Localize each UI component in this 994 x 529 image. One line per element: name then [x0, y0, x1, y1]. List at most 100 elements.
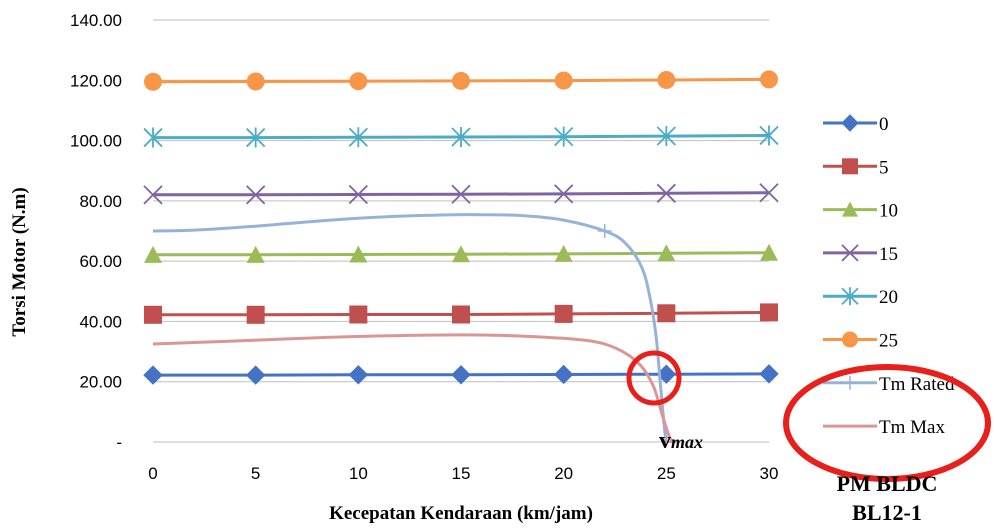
- data-point: [349, 305, 368, 324]
- y-tick-label: 120.00: [70, 71, 122, 90]
- x-tick-label: 20: [554, 464, 573, 483]
- data-point: [144, 305, 162, 324]
- data-point: [759, 183, 779, 203]
- data-point: [842, 331, 858, 348]
- legend-label: Tm Max: [879, 417, 945, 438]
- vmax-annotation: vmax: [659, 428, 703, 454]
- legend-item: Tm Rated: [823, 374, 955, 395]
- legend-label: Tm Rated: [879, 374, 955, 395]
- series-layer: [143, 70, 779, 444]
- data-point: [554, 126, 574, 147]
- data-point: [452, 71, 470, 90]
- x-tick-label: 15: [452, 464, 471, 483]
- series-10: [144, 243, 778, 263]
- data-point: [143, 365, 163, 385]
- data-point: [349, 245, 368, 263]
- y-tick-label: 80.00: [79, 192, 122, 211]
- data-point: [246, 127, 266, 148]
- data-point: [759, 125, 779, 146]
- data-point: [759, 364, 779, 384]
- x-tick-label: 25: [657, 464, 676, 483]
- legend-item: 5: [823, 157, 889, 178]
- data-point: [143, 127, 163, 148]
- data-point: [144, 245, 162, 263]
- annotations: vmax: [659, 428, 703, 454]
- series-tm-max: [152, 333, 680, 444]
- y-tick-label: 140.00: [70, 11, 122, 30]
- data-point: [452, 305, 470, 324]
- data-point: [656, 183, 676, 203]
- data-point: [842, 201, 858, 217]
- legend: 0 5 10 15 20 25 Tm Rated Tm Max: [823, 114, 955, 438]
- y-tick-label: 60.00: [79, 252, 122, 271]
- legend-item: 15: [823, 244, 898, 265]
- data-point: [841, 244, 859, 262]
- data-point: [348, 127, 368, 148]
- data-point: [657, 70, 676, 89]
- vmax-subscript: max: [671, 432, 703, 452]
- legend-highlight-ellipse: [783, 364, 991, 482]
- x-axis-ticks: 0 5 10 15 20 25 30: [148, 464, 778, 483]
- data-point: [451, 184, 471, 204]
- caption-line-2: BL12-1: [852, 500, 922, 525]
- data-point: [452, 245, 470, 263]
- y-tick-label: 20.00: [79, 373, 122, 392]
- data-point: [246, 305, 265, 324]
- legend-label: 10: [879, 201, 898, 222]
- data-point: [843, 375, 857, 390]
- data-point: [554, 304, 573, 323]
- data-point: [760, 243, 778, 261]
- y-axis-ticks: - 20.00 40.00 60.00 80.00 100.00 120.00 140.00: [70, 11, 122, 452]
- data-point: [143, 185, 163, 205]
- data-point: [760, 303, 778, 322]
- legend-label: 25: [879, 331, 898, 352]
- data-point: [760, 70, 778, 89]
- vmax-highlight-circle: [626, 350, 682, 406]
- series-line: [152, 213, 668, 443]
- legend-label: 15: [879, 244, 898, 265]
- legend-item: 20: [823, 287, 898, 308]
- series-line: [152, 333, 678, 444]
- series-5: [144, 303, 778, 324]
- data-point: [245, 365, 266, 385]
- data-point: [554, 184, 574, 204]
- x-axis-title: Kecepatan Kendaraan (km/jam): [329, 503, 593, 524]
- caption-line-1: PM BLDC: [837, 471, 938, 496]
- y-tick-label: -: [116, 433, 122, 452]
- data-point: [554, 71, 573, 90]
- data-point: [657, 304, 676, 323]
- legend-item: 0: [823, 114, 889, 135]
- data-point: [246, 245, 265, 263]
- data-point: [348, 184, 368, 205]
- x-tick-label: 0: [148, 464, 157, 483]
- legend-item: Tm Max: [823, 417, 945, 438]
- y-tick-label: 100.00: [70, 132, 122, 151]
- legend-label: 20: [879, 287, 898, 308]
- y-tick-label: 40.00: [79, 312, 122, 331]
- data-point: [246, 185, 266, 205]
- data-point: [554, 244, 573, 262]
- x-tick-label: 30: [760, 464, 779, 483]
- data-point: [451, 126, 471, 147]
- data-point: [553, 364, 574, 385]
- legend-item: 10: [823, 201, 898, 222]
- data-point: [451, 365, 471, 385]
- data-point: [657, 244, 676, 262]
- series-0: [143, 364, 779, 385]
- x-tick-label: 10: [349, 464, 368, 483]
- data-point: [841, 114, 859, 132]
- x-tick-label: 5: [251, 464, 260, 483]
- series-15: [143, 183, 779, 205]
- data-point: [841, 287, 859, 306]
- legend-label: 0: [879, 114, 889, 135]
- data-point: [144, 72, 162, 91]
- data-point: [349, 72, 368, 91]
- series-tm-rated: [152, 213, 668, 443]
- data-point: [656, 126, 676, 147]
- legend-label: 5: [879, 157, 889, 178]
- series-20: [143, 125, 779, 148]
- series-25: [144, 70, 778, 91]
- data-point: [842, 158, 858, 175]
- y-axis-title: Torsi Motor (N.m): [9, 187, 30, 336]
